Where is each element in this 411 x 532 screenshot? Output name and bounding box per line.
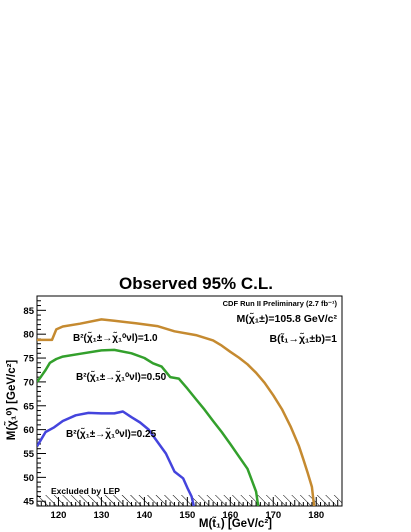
x-tick-label: 120 <box>51 510 67 521</box>
y-tick-label: 60 <box>23 425 34 436</box>
axis-ticks: 120 130 140 150 160 170 180 45 50 55 60 65 70 75 80 85 <box>23 295 343 521</box>
series-line-0 <box>37 318 316 506</box>
y-tick-label: 45 <box>23 497 34 508</box>
lep-excluded-band <box>37 495 342 506</box>
series-label-1-0: B²(χ̃₁±→χ̃₁⁰νl)=1.0 <box>73 331 158 344</box>
lep-band-label: Excluded by LEP <box>51 486 120 496</box>
x-tick-label: 180 <box>308 510 324 521</box>
y-tick-label: 85 <box>23 306 34 317</box>
x-tick-label: 150 <box>179 510 195 521</box>
chart-title: Observed 95% C.L. <box>119 274 273 293</box>
exclusion-curves <box>37 318 316 506</box>
y-axis-label: M(χ̃₁⁰) [GeV/c²] <box>5 360 18 441</box>
plot-frame <box>36 295 343 507</box>
series-line-1 <box>37 348 260 506</box>
y-tick-label: 80 <box>23 330 34 341</box>
x-tick-label: 160 <box>222 510 238 521</box>
series-label-0-25: B²(χ̃₁±→χ̃₁⁰νl)=0.25 <box>66 427 157 440</box>
x-axis-label: M(t̃₁) [GeV/c²] <box>199 517 272 530</box>
series-line-2 <box>37 410 196 506</box>
x-tick-label: 140 <box>136 510 152 521</box>
x-tick-label: 170 <box>265 510 281 521</box>
stop-branching-label: B(t̃₁→χ̃₁±b)=1 <box>270 332 338 345</box>
series-label-0-50: B²(χ̃₁±→χ̃₁⁰νl)=0.50 <box>76 370 167 383</box>
y-tick-label: 65 <box>23 401 34 412</box>
y-tick-label: 50 <box>23 473 34 484</box>
y-tick-label: 55 <box>23 449 34 460</box>
y-tick-label: 70 <box>23 377 34 388</box>
x-tick-label: 130 <box>94 510 110 521</box>
chargino-mass-label: M(χ̃₁±)=105.8 GeV/c² <box>237 312 338 325</box>
cdf-preliminary-label: CDF Run II Preliminary (2.7 fb⁻¹) <box>223 299 338 308</box>
y-tick-label: 75 <box>23 354 34 365</box>
